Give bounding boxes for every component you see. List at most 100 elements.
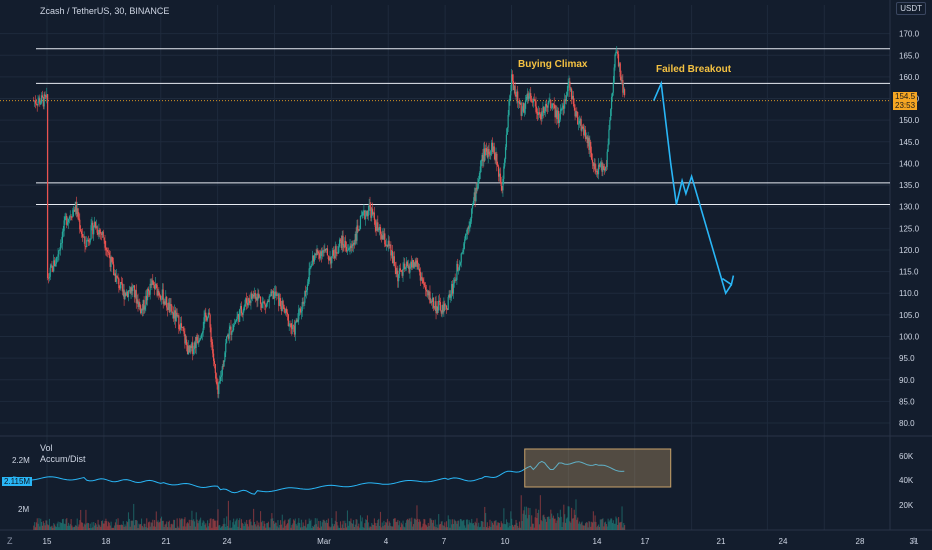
volume-bar <box>571 518 574 530</box>
candle-body <box>381 235 383 239</box>
candle-body <box>514 85 516 95</box>
candle-body <box>617 51 619 55</box>
volume-bar <box>291 524 293 530</box>
volume-bar <box>561 526 563 530</box>
candle-body <box>313 255 315 262</box>
volume-bar <box>584 525 586 530</box>
candle-body <box>249 301 251 303</box>
volume-bar <box>219 524 221 530</box>
candle-body <box>222 366 224 367</box>
volume-indicator-label[interactable]: Vol <box>40 443 53 453</box>
candle-body <box>472 200 475 205</box>
volume-bar <box>324 520 326 530</box>
volume-bar <box>597 525 599 530</box>
candle-body <box>572 95 574 105</box>
candle-body <box>585 136 587 139</box>
volume-bar <box>492 522 494 530</box>
candle-body <box>70 216 72 218</box>
volume-bar <box>334 520 336 530</box>
candle-body <box>129 290 131 294</box>
candle-body <box>426 290 428 292</box>
volume-bar <box>480 520 482 530</box>
candle-body <box>322 250 324 253</box>
volume-bar <box>622 527 624 530</box>
volume-bar <box>63 523 65 530</box>
candle-body <box>276 294 278 296</box>
candle-body <box>133 285 136 298</box>
candle-body <box>587 137 589 143</box>
candle-body <box>346 250 349 252</box>
volume-bar <box>169 527 171 530</box>
buying-climax-label: Buying Climax <box>518 59 588 70</box>
volume-bar <box>535 508 537 530</box>
candle-body <box>41 95 44 98</box>
candle-body <box>208 312 210 315</box>
candle-body <box>161 289 163 300</box>
candle-body <box>283 304 285 309</box>
candle-body <box>444 303 446 307</box>
volume-bar <box>273 521 275 530</box>
candle-body <box>556 110 558 120</box>
candle-body <box>287 314 289 327</box>
candle-body <box>410 261 412 267</box>
volume-bar <box>455 521 457 530</box>
candle-body <box>133 285 135 287</box>
candle-body <box>237 314 239 317</box>
candle-body <box>56 256 58 258</box>
volume-bar <box>34 527 37 530</box>
candle-body <box>538 112 541 115</box>
candle-body <box>207 312 209 318</box>
volume-bar <box>614 523 616 530</box>
volume-bar <box>191 510 193 530</box>
volume-bar <box>583 525 585 530</box>
candle-body <box>128 290 130 291</box>
volume-bar <box>149 526 151 530</box>
volume-bar <box>202 520 204 530</box>
bottom-left-button[interactable]: Z <box>7 536 13 546</box>
volume-bar <box>245 523 247 530</box>
volume-bar <box>97 519 99 530</box>
candle-body <box>484 148 486 156</box>
volume-bar <box>351 523 353 530</box>
volume-bar <box>443 526 445 530</box>
candle-body <box>469 221 471 227</box>
volume-bar <box>497 522 499 530</box>
candle-body <box>496 153 498 165</box>
candle-body <box>564 99 567 102</box>
candle-body <box>317 249 319 253</box>
price-tick-label: 90.0 <box>899 376 915 385</box>
candle-body <box>368 203 370 211</box>
candle-body <box>285 308 288 313</box>
candle-body <box>348 248 350 250</box>
volume-bar <box>61 519 64 530</box>
candle-body <box>187 345 189 355</box>
candle-body <box>121 283 123 292</box>
volume-bar <box>474 521 476 530</box>
volume-bar <box>326 522 329 530</box>
volume-bar <box>323 519 325 530</box>
auto-scale-button[interactable]: A <box>911 536 918 546</box>
candle-body <box>436 306 438 314</box>
currency-label[interactable]: USDT <box>896 2 926 15</box>
volume-bar <box>409 518 411 530</box>
volume-bar <box>193 519 195 530</box>
candle-body <box>552 103 554 105</box>
volume-bar <box>429 518 431 530</box>
volume-bar <box>254 524 256 530</box>
volume-bar <box>112 527 114 530</box>
candle-body <box>297 319 299 322</box>
volume-bar <box>304 526 306 530</box>
volume-bar <box>315 524 317 530</box>
candle-body <box>358 229 361 231</box>
volume-bar <box>313 524 315 530</box>
volume-bar <box>282 527 284 530</box>
volume-bar <box>376 523 378 530</box>
accum-dist-indicator-label[interactable]: Accum/Dist <box>40 454 86 464</box>
price-tick-label: 150.0 <box>899 116 920 125</box>
candle-body <box>166 296 168 308</box>
volume-bar <box>34 522 36 530</box>
volume-bar <box>465 519 468 530</box>
volume-bar <box>589 521 591 530</box>
